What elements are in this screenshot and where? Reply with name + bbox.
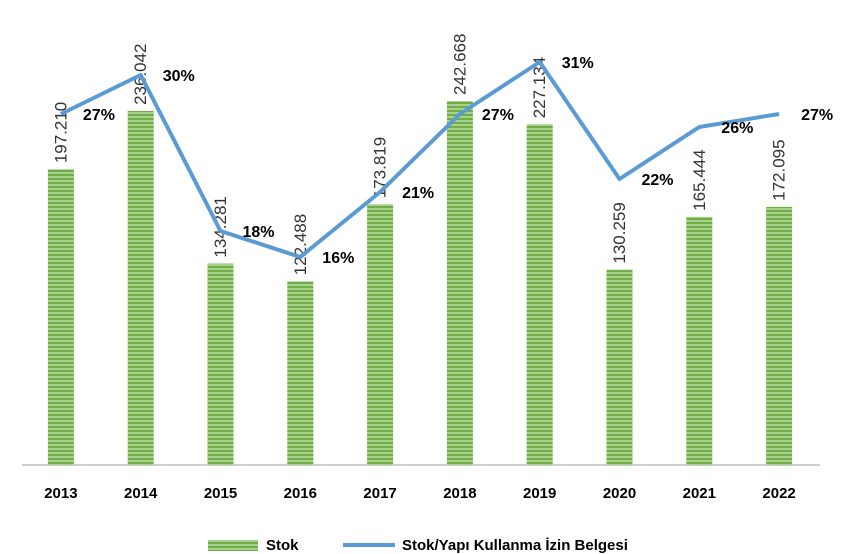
x-tick-label: 2020 <box>603 485 636 502</box>
line-value-label: 22% <box>642 172 674 189</box>
legend-label: Stok <box>266 537 299 554</box>
bar <box>287 281 314 465</box>
x-tick-label: 2017 <box>363 485 396 502</box>
bar <box>47 169 74 465</box>
bar <box>766 206 793 466</box>
bar <box>207 263 234 465</box>
x-tick-label: 2018 <box>443 485 476 502</box>
bar-value-label: 173.819 <box>371 137 390 198</box>
bar <box>367 204 394 466</box>
bar-value-label: 130.259 <box>610 202 629 263</box>
bar-value-label: 172.095 <box>770 139 789 200</box>
line-value-label: 27% <box>801 107 833 124</box>
x-tick-label: 2014 <box>124 485 158 502</box>
bar-value-label: 122.488 <box>291 214 310 275</box>
line-value-label: 21% <box>402 185 434 202</box>
x-tick-label: 2015 <box>204 485 237 502</box>
bar-value-label: 197.210 <box>51 102 70 163</box>
bar-value-label: 165.444 <box>690 149 709 210</box>
x-tick-label: 2022 <box>762 485 795 502</box>
line-value-label: 27% <box>482 107 514 124</box>
bar-value-label: 242.668 <box>450 34 469 95</box>
legend-swatch <box>208 540 258 551</box>
bar <box>686 216 713 465</box>
x-tick-label: 2021 <box>683 485 716 502</box>
line-series <box>60 60 780 259</box>
line-value-label: 31% <box>562 55 594 72</box>
x-tick-label: 2013 <box>44 485 77 502</box>
bar <box>446 100 473 466</box>
x-tick-label: 2016 <box>284 485 317 502</box>
legend-label: Stok/Yapı Kullanma İzin Belgesi <box>402 537 628 554</box>
bar <box>526 124 553 465</box>
line-value-label: 30% <box>163 68 195 85</box>
line-value-label: 26% <box>721 120 753 137</box>
line-value-label: 16% <box>322 250 354 267</box>
bar <box>127 110 154 465</box>
x-tick-label: 2019 <box>523 485 556 502</box>
bar <box>606 269 633 465</box>
line-value-label: 18% <box>243 224 275 241</box>
line-value-label: 27% <box>83 107 115 124</box>
